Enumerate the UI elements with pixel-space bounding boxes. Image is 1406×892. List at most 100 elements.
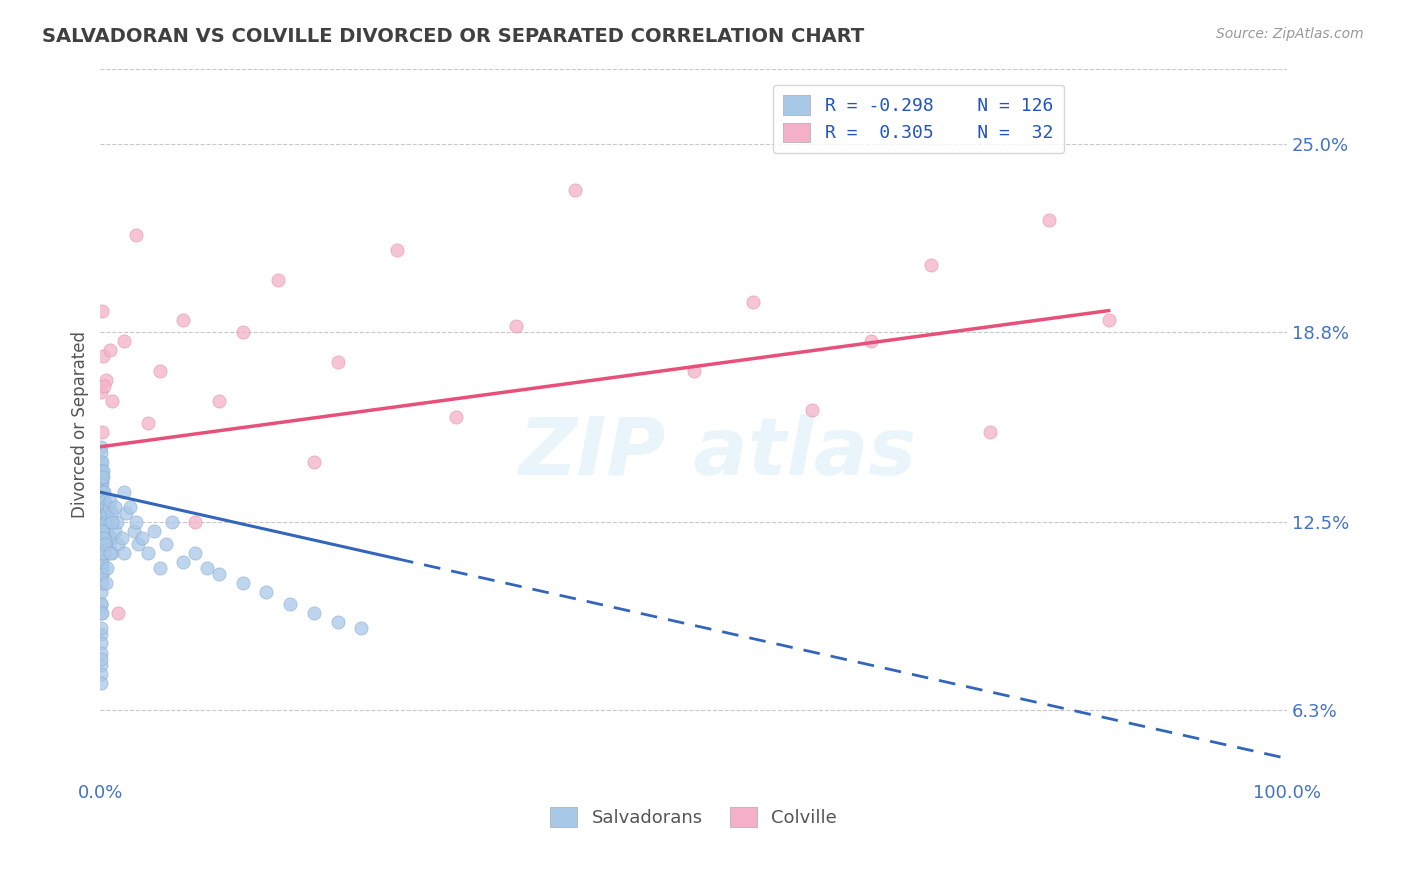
Point	[302, 455, 325, 469]
Point	[90, 651, 112, 665]
Point	[90, 666, 112, 681]
Point	[801, 403, 824, 417]
Point	[195, 561, 218, 575]
Point	[127, 536, 149, 550]
Point	[90, 561, 112, 575]
Point	[350, 621, 373, 635]
Point	[90, 536, 112, 550]
Point	[91, 464, 114, 478]
Point	[91, 349, 114, 363]
Point	[90, 524, 112, 539]
Point	[90, 494, 112, 508]
Point	[91, 470, 114, 484]
Point	[90, 555, 112, 569]
Point	[184, 546, 207, 560]
Point	[90, 500, 112, 515]
Point	[93, 524, 115, 539]
Point	[860, 334, 883, 348]
Point	[90, 646, 112, 660]
Point	[96, 506, 118, 520]
Point	[136, 546, 159, 560]
Point	[101, 506, 124, 520]
Point	[256, 585, 278, 599]
Point	[90, 485, 112, 500]
Point	[920, 258, 942, 272]
Point	[93, 506, 115, 520]
Point	[90, 636, 112, 650]
Point	[90, 675, 112, 690]
Point	[91, 470, 114, 484]
Y-axis label: Divorced or Separated: Divorced or Separated	[72, 331, 89, 517]
Point	[96, 500, 118, 515]
Text: ZIP atlas: ZIP atlas	[519, 414, 917, 491]
Point	[149, 561, 172, 575]
Point	[184, 516, 207, 530]
Point	[90, 576, 112, 591]
Point	[107, 606, 129, 620]
Point	[90, 627, 112, 641]
Point	[90, 531, 112, 545]
Point	[125, 516, 148, 530]
Point	[107, 536, 129, 550]
Point	[91, 536, 114, 550]
Point	[91, 546, 114, 560]
Point	[90, 494, 112, 508]
Point	[90, 524, 112, 539]
Point	[93, 500, 115, 515]
Point	[91, 500, 114, 515]
Point	[90, 546, 112, 560]
Point	[741, 294, 763, 309]
Point	[90, 385, 112, 400]
Point	[96, 561, 118, 575]
Point	[122, 524, 145, 539]
Point	[131, 531, 153, 545]
Point	[149, 364, 172, 378]
Point	[302, 606, 325, 620]
Point	[90, 524, 112, 539]
Point	[90, 657, 112, 672]
Point	[90, 597, 112, 611]
Point	[96, 524, 118, 539]
Point	[112, 485, 135, 500]
Point	[90, 621, 112, 635]
Point	[101, 394, 124, 409]
Point	[94, 531, 117, 545]
Point	[94, 494, 117, 508]
Point	[446, 409, 468, 424]
Point	[91, 531, 114, 545]
Point	[118, 500, 141, 515]
Point	[90, 506, 112, 520]
Point	[172, 312, 194, 326]
Point	[90, 516, 112, 530]
Point	[91, 561, 114, 575]
Point	[103, 524, 125, 539]
Point	[232, 576, 254, 591]
Text: Source: ZipAtlas.com: Source: ZipAtlas.com	[1216, 27, 1364, 41]
Point	[97, 500, 120, 515]
Point	[90, 470, 112, 484]
Point	[115, 506, 138, 520]
Point	[160, 516, 183, 530]
Point	[93, 531, 115, 545]
Point	[90, 546, 112, 560]
Point	[979, 425, 1001, 439]
Point	[90, 485, 112, 500]
Point	[90, 440, 112, 454]
Point	[93, 379, 115, 393]
Point	[103, 500, 125, 515]
Point	[326, 615, 349, 630]
Point	[93, 516, 115, 530]
Point	[90, 464, 112, 478]
Point	[98, 546, 121, 560]
Point	[93, 536, 115, 550]
Point	[208, 394, 231, 409]
Point	[91, 546, 114, 560]
Text: SALVADORAN VS COLVILLE DIVORCED OR SEPARATED CORRELATION CHART: SALVADORAN VS COLVILLE DIVORCED OR SEPAR…	[42, 27, 865, 45]
Point	[91, 494, 114, 508]
Point	[93, 546, 115, 560]
Point	[385, 243, 408, 257]
Point	[90, 597, 112, 611]
Point	[1098, 312, 1121, 326]
Point	[91, 566, 114, 581]
Point	[267, 273, 290, 287]
